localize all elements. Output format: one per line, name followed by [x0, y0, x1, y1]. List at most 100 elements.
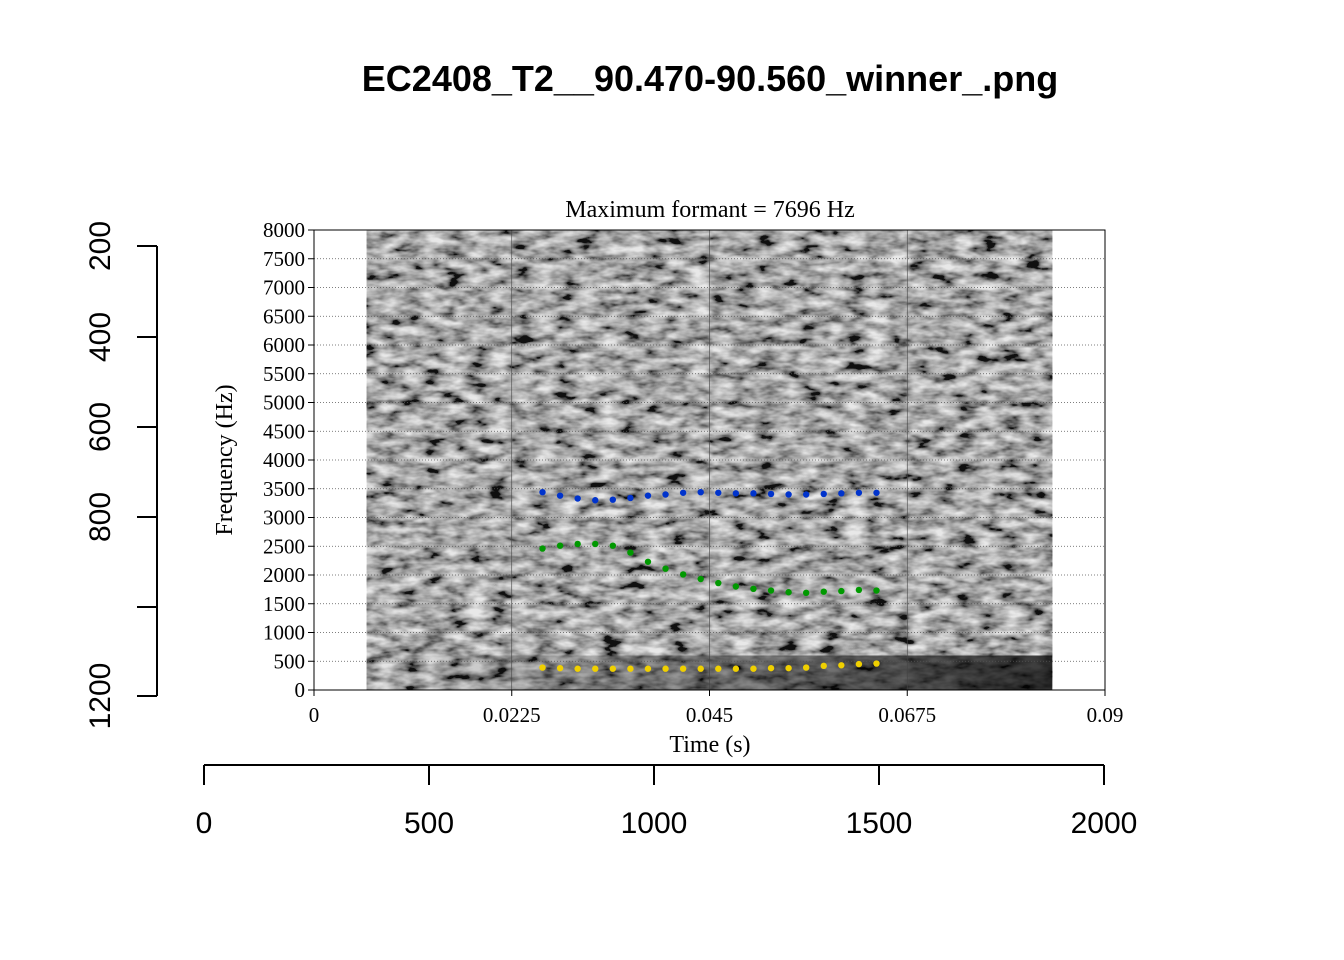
page-title: EC2408_T2__90.470-90.560_winner_.png: [362, 58, 1058, 99]
formant-point: [556, 492, 564, 499]
formant-point: [539, 664, 546, 671]
formant-point: [592, 665, 599, 672]
formant-point: [609, 665, 617, 672]
formant-point: [574, 495, 581, 502]
formant-point: [592, 497, 599, 504]
formant-point: [732, 665, 740, 672]
formant-point: [750, 490, 757, 497]
formant-point: [556, 542, 564, 549]
formant-point: [662, 665, 669, 672]
y-tick-label: 6500: [263, 304, 305, 328]
formant-point: [679, 571, 687, 578]
formant-point: [838, 662, 845, 669]
formant-point: [838, 490, 845, 497]
formant-point: [873, 587, 880, 594]
formant-point: [767, 664, 775, 672]
x-axis-label: Time (s): [669, 732, 750, 758]
formant-point: [750, 665, 757, 672]
y-tick-label: 0: [295, 678, 306, 702]
x-tick-label: 0.045: [686, 703, 733, 727]
y-tick-label: 4500: [263, 419, 305, 443]
plot-title: Maximum formant = 7696 Hz: [565, 197, 855, 223]
formant-series-2: [539, 540, 880, 597]
y-tick-label: 1000: [263, 621, 305, 645]
formant-point: [802, 491, 810, 498]
formant-point: [820, 588, 827, 595]
formant-point: [785, 589, 792, 596]
y-tick-label: 3000: [263, 506, 305, 530]
y-tick-label: 1500: [263, 592, 305, 616]
outer-x-tick-label: 1000: [621, 807, 688, 840]
formant-point: [644, 665, 652, 672]
x-tick-label: 0.0225: [483, 703, 541, 727]
formant-point: [855, 489, 863, 496]
outer-x-tick-label: 0: [196, 807, 213, 840]
formant-point: [609, 496, 617, 503]
formant-point: [873, 489, 880, 496]
formant-point: [679, 489, 687, 496]
formant-point: [539, 545, 546, 552]
formant-point: [767, 587, 775, 594]
y-tick-label: 5500: [263, 362, 305, 386]
formant-point: [715, 665, 722, 672]
outer-y-tick-label: 600: [84, 402, 117, 452]
formant-point: [679, 665, 687, 672]
formant-point: [609, 542, 617, 549]
formant-point: [802, 664, 810, 671]
x-tick-label: 0.09: [1087, 703, 1124, 727]
formant-point: [662, 491, 669, 498]
formant-point: [820, 662, 827, 670]
outer-x-tick-label: 500: [404, 807, 454, 840]
formant-point: [697, 489, 704, 496]
y-tick-label: 6000: [263, 333, 305, 357]
formant-point: [697, 575, 704, 583]
x-tick-label: 0.0675: [878, 703, 936, 727]
formant-point: [750, 585, 757, 592]
formant-point: [662, 565, 669, 572]
formant-point: [556, 664, 564, 672]
formant-point: [592, 540, 599, 548]
outer-x-axis: 0 500 1000 1500 2000: [196, 764, 1137, 840]
outer-x-tick-label: 1500: [846, 807, 913, 840]
formant-point: [785, 664, 792, 672]
formant-point: [644, 558, 652, 565]
formant-point: [715, 579, 722, 587]
formant-point: [732, 583, 740, 590]
spectrogram-plot: Maximum formant = 7696 Hz 0 500 1000 1500 20…: [212, 197, 1123, 758]
y-tick-label: 7500: [263, 247, 305, 271]
formant-point: [539, 489, 546, 496]
formant-point: [873, 660, 880, 667]
formant-point: [838, 587, 845, 595]
outer-y-tick-label: 200: [84, 221, 117, 271]
formant-point: [644, 492, 652, 499]
outer-y-axis: 200 400 600 800 1200: [84, 221, 158, 730]
formant-point: [767, 490, 775, 498]
formant-point: [574, 665, 581, 672]
y-tick-label: 500: [274, 649, 306, 673]
y-tick-label: 8000: [263, 218, 305, 242]
formant-point: [627, 494, 634, 502]
formant-point: [855, 586, 863, 594]
formant-point: [820, 490, 827, 498]
formant-series-1: [539, 660, 880, 672]
y-tick-label: 3500: [263, 477, 305, 501]
formant-points: [539, 489, 880, 672]
outer-y-tick-label: 800: [84, 492, 117, 542]
formant-point: [855, 660, 863, 668]
y-tick-label: 2500: [263, 534, 305, 558]
outer-y-tick-label: 400: [84, 312, 117, 362]
formant-point: [715, 489, 722, 496]
inner-y-axis: 0 500 1000 1500 2000 2500 3000 3500 4000 4500 5000…: [263, 218, 314, 702]
y-tick-label: 2000: [263, 563, 305, 587]
formant-point: [732, 490, 740, 497]
formant-point: [697, 665, 704, 672]
formant-series-3: [539, 489, 880, 504]
formant-point: [785, 491, 792, 498]
x-tick-label: 0: [309, 703, 320, 727]
y-tick-label: 7000: [263, 276, 305, 300]
outer-y-tick-label: 1200: [84, 663, 117, 730]
formant-point: [627, 665, 634, 672]
y-tick-label: 5000: [263, 391, 305, 415]
formant-point: [574, 540, 581, 548]
